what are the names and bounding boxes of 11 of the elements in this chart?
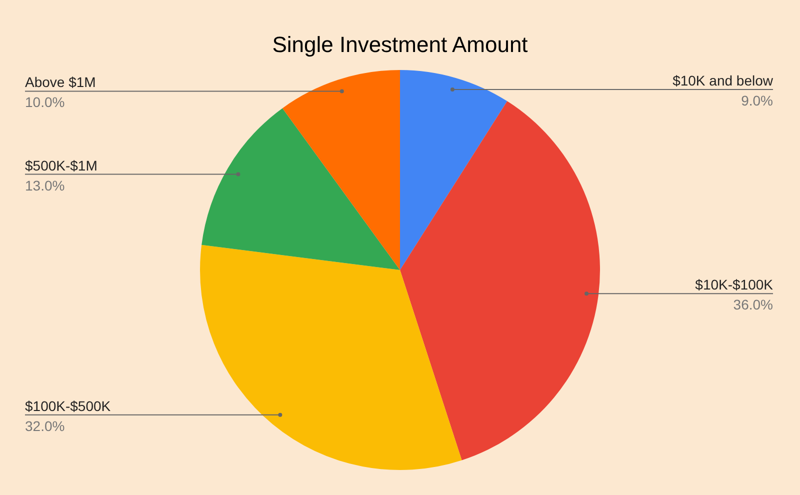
slice-label: $500K-$1M — [25, 157, 98, 174]
slice-label: Above $1M — [25, 74, 96, 90]
data-label: 32.0% — [25, 418, 65, 434]
slice-label: $100K-$500K — [25, 398, 112, 414]
data-label: 36.0% — [733, 296, 773, 313]
slice-label: $10K and below — [672, 72, 774, 88]
slice-label: $10K-$100K — [695, 276, 774, 293]
data-label: 13.0% — [25, 177, 65, 194]
chart-title: Single Investment Amount — [272, 32, 528, 57]
data-label: 10.0% — [25, 94, 65, 110]
data-label: 9.0% — [741, 92, 773, 108]
